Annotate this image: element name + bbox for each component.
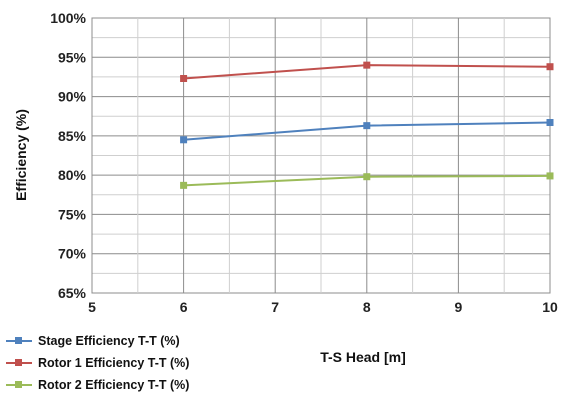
x-tick-label: 8 xyxy=(363,299,371,315)
grid xyxy=(91,17,551,294)
legend-label: Stage Efficiency T-T (%) xyxy=(38,334,180,348)
y-tick-label: 75% xyxy=(58,206,87,222)
legend-entry-2: Rotor 1 Efficiency T-T (%) xyxy=(6,352,189,374)
legend-label: Rotor 2 Efficiency T-T (%) xyxy=(38,378,190,392)
series-2-point xyxy=(363,61,371,69)
y-tick-label: 70% xyxy=(58,246,87,262)
legend-entry-3: Rotor 2 Efficiency T-T (%) xyxy=(6,374,189,396)
legend-swatch xyxy=(6,379,32,391)
legend: Stage Efficiency T-T (%) Rotor 1 Efficien… xyxy=(6,330,189,396)
series-1-point xyxy=(180,136,188,144)
tick-labels: 65% 70% 75% 80% 85% 90% 95% 100% 5 6 7 8 9 10 xyxy=(50,10,558,315)
y-tick-label: 90% xyxy=(58,89,87,105)
x-tick-label: 10 xyxy=(542,299,558,315)
y-tick-label: 85% xyxy=(58,128,87,144)
legend-label: Rotor 1 Efficiency T-T (%) xyxy=(38,356,190,370)
series-3-point xyxy=(546,172,554,180)
legend-swatch xyxy=(6,335,32,347)
x-tick-label: 5 xyxy=(88,299,96,315)
series-3-point xyxy=(363,173,371,181)
series-3-point xyxy=(180,181,188,189)
series-2-point xyxy=(546,63,554,71)
y-tick-label: 80% xyxy=(58,167,87,183)
series-1-point xyxy=(363,122,371,130)
x-tick-label: 6 xyxy=(180,299,188,315)
legend-swatch xyxy=(6,357,32,369)
y-axis-title: Efficiency (%) xyxy=(13,109,29,201)
series-2-point xyxy=(180,75,188,82)
x-tick-label: 9 xyxy=(455,299,463,315)
legend-entry-1: Stage Efficiency T-T (%) xyxy=(6,330,189,352)
x-axis-title: T-S Head [m] xyxy=(320,349,406,365)
x-tick-label: 7 xyxy=(271,299,279,315)
series-1-point xyxy=(546,119,554,126)
y-tick-label: 65% xyxy=(58,285,87,301)
series-layer xyxy=(180,61,554,189)
y-tick-label: 100% xyxy=(50,10,86,26)
y-tick-label: 95% xyxy=(58,49,87,65)
